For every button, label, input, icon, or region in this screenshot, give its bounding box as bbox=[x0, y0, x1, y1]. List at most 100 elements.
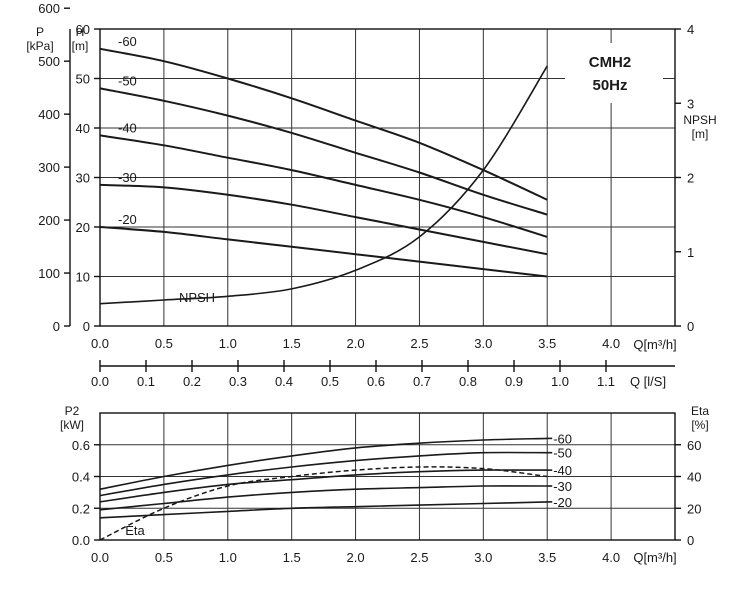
head-curve-label: -50 bbox=[118, 73, 137, 88]
head-x-tick-label: 0.5 bbox=[155, 336, 173, 351]
p2-tick-label: 0.6 bbox=[72, 438, 90, 453]
h-tick-label: 60 bbox=[76, 22, 90, 37]
flow-ls-tick-label: 0.2 bbox=[183, 374, 201, 389]
h-tick-label: 40 bbox=[76, 121, 90, 136]
p-tick-label: 400 bbox=[38, 107, 60, 122]
power-curves bbox=[99, 437, 548, 541]
h-tick-label: 30 bbox=[76, 171, 90, 186]
power-x-unit: Q[m³/h] bbox=[633, 550, 676, 565]
flow-ls-tick-label: 0.5 bbox=[321, 374, 339, 389]
npsh-axis-unit: [m] bbox=[692, 127, 709, 141]
head-x-tick-label: 4.0 bbox=[602, 336, 620, 351]
eta-curve-label: Eta bbox=[125, 523, 145, 538]
p2-axis-unit: [kW] bbox=[60, 418, 84, 432]
flow-ls-tick-label: 1.0 bbox=[551, 374, 569, 389]
head-curve-label: -20 bbox=[118, 212, 137, 227]
head-x-tick-label: 0.0 bbox=[91, 336, 109, 351]
power-efficiency-panel: -60-50 -40-30-20 Eta 0.0 0.5 1.0 1.5 2.0 2.5 3.0… bbox=[60, 404, 709, 565]
h-tick-label: 0 bbox=[83, 319, 90, 334]
flow-ls-axis: 0.0 0.1 0.2 0.3 0.4 0.5 0.6 0.7 0.8 0.9 1.0 1.1 Q [l… bbox=[91, 360, 675, 389]
head-curve-minus-60 bbox=[99, 47, 548, 201]
chart-subtitle: 50Hz bbox=[592, 77, 627, 94]
head-curves bbox=[99, 47, 548, 305]
head-x-tick-label: 2.5 bbox=[410, 336, 428, 351]
title-box bbox=[565, 43, 663, 103]
power-curve-minus-20 bbox=[99, 501, 548, 519]
power-x-tick-label: 4.0 bbox=[602, 550, 620, 565]
h-axis-label: H bbox=[76, 25, 85, 39]
head-curve-label: -40 bbox=[118, 120, 137, 135]
p-axis-unit: [kPa] bbox=[26, 39, 53, 53]
flow-ls-tick-label: 0.8 bbox=[459, 374, 477, 389]
power-x-tick-label: 2.0 bbox=[347, 550, 365, 565]
p2-axis-label: P2 bbox=[65, 404, 80, 418]
power-x-tick-label: 1.0 bbox=[219, 550, 237, 565]
power-curve-label: -50 bbox=[553, 446, 572, 461]
head-curve-labels: -60 -50 -40 -30 -20 NPSH bbox=[118, 34, 215, 305]
head-curve-npsh bbox=[99, 65, 548, 305]
chart-title: CMH2 bbox=[589, 54, 632, 71]
eta-axis-unit: [%] bbox=[691, 418, 708, 432]
power-plot-frame bbox=[99, 412, 676, 541]
npsh-curve-label: NPSH bbox=[179, 290, 215, 305]
flow-ls-tick-label: 0.3 bbox=[229, 374, 247, 389]
power-curve-label: -60 bbox=[553, 431, 572, 446]
head-x-tick-label: 1.5 bbox=[283, 336, 301, 351]
flow-ls-tick-label: 0.4 bbox=[275, 374, 293, 389]
npsh-tick-label: 1 bbox=[687, 245, 694, 260]
head-x-unit: Q[m³/h] bbox=[633, 337, 676, 352]
power-curve-eta bbox=[99, 466, 548, 541]
head-curve-label: -60 bbox=[118, 34, 137, 49]
p-axis-label: P bbox=[36, 25, 44, 39]
eta-axis-label: Eta bbox=[691, 404, 709, 418]
h-tick-label: 20 bbox=[76, 220, 90, 235]
power-curve-minus-40 bbox=[99, 469, 548, 503]
power-axes: 0.0 0.5 1.0 1.5 2.0 2.5 3.0 3.5 4.0 0.0 0.2 0.4 0.6 0… bbox=[60, 404, 709, 565]
head-x-tick-label: 2.0 bbox=[347, 336, 365, 351]
power-x-tick-label: 3.0 bbox=[474, 550, 492, 565]
power-grid bbox=[99, 413, 675, 540]
eta-tick-label: 20 bbox=[687, 501, 701, 516]
power-curve-minus-50 bbox=[99, 451, 548, 497]
npsh-axis-label: NPSH bbox=[683, 113, 716, 127]
flow-ls-unit: Q [l/S] bbox=[630, 374, 666, 389]
flow-ls-tick-label: 0.0 bbox=[91, 374, 109, 389]
npsh-tick-label: 4 bbox=[687, 22, 694, 37]
head-x-tick-label: 1.0 bbox=[219, 336, 237, 351]
head-curve-minus-20 bbox=[99, 226, 548, 278]
power-x-tick-label: 1.5 bbox=[283, 550, 301, 565]
flow-ls-tick-label: 1.1 bbox=[597, 374, 615, 389]
power-curve-label: -40 bbox=[553, 463, 572, 478]
flow-ls-tick-label: 0.1 bbox=[137, 374, 155, 389]
head-axes: 0.0 0.5 1.0 1.5 2.0 2.5 3.0 3.5 4.00102030405060… bbox=[26, 1, 716, 352]
eta-tick-label: 40 bbox=[687, 470, 701, 485]
npsh-tick-label: 3 bbox=[687, 96, 694, 111]
power-curve-labels: -60-50 -40-30-20 Eta bbox=[125, 431, 572, 538]
npsh-tick-label: 0 bbox=[687, 319, 694, 334]
p-tick-label: 500 bbox=[38, 54, 60, 69]
npsh-tick-label: 2 bbox=[687, 171, 694, 186]
eta-tick-label: 0 bbox=[687, 533, 694, 548]
head-curve-label: -30 bbox=[118, 170, 137, 185]
eta-tick-label: 60 bbox=[687, 438, 701, 453]
p2-tick-label: 0.4 bbox=[72, 470, 90, 485]
p-tick-label: 0 bbox=[53, 319, 60, 334]
h-tick-label: 10 bbox=[76, 270, 90, 285]
p-tick-label: 600 bbox=[38, 1, 60, 16]
head-curve-minus-40 bbox=[99, 134, 548, 238]
head-npsh-panel: -60 -50 -40 -30 -20 NPSH 0.0 0.5 1.0 1.5 2.0 2.5 3.… bbox=[26, 1, 716, 352]
head-x-tick-label: 3.0 bbox=[474, 336, 492, 351]
head-curve-minus-30 bbox=[99, 183, 548, 256]
power-curve-label: -20 bbox=[553, 495, 572, 510]
flow-ls-tick-label: 0.6 bbox=[367, 374, 385, 389]
power-curve-minus-60 bbox=[99, 437, 548, 490]
h-tick-label: 50 bbox=[76, 72, 90, 87]
p-tick-label: 100 bbox=[38, 266, 60, 281]
p-tick-label: 200 bbox=[38, 213, 60, 228]
power-curve-label: -30 bbox=[553, 479, 572, 494]
power-x-tick-label: 0.5 bbox=[155, 550, 173, 565]
p2-tick-label: 0.2 bbox=[72, 501, 90, 516]
flow-ls-tick-label: 0.7 bbox=[413, 374, 431, 389]
p2-tick-label: 0.0 bbox=[72, 533, 90, 548]
